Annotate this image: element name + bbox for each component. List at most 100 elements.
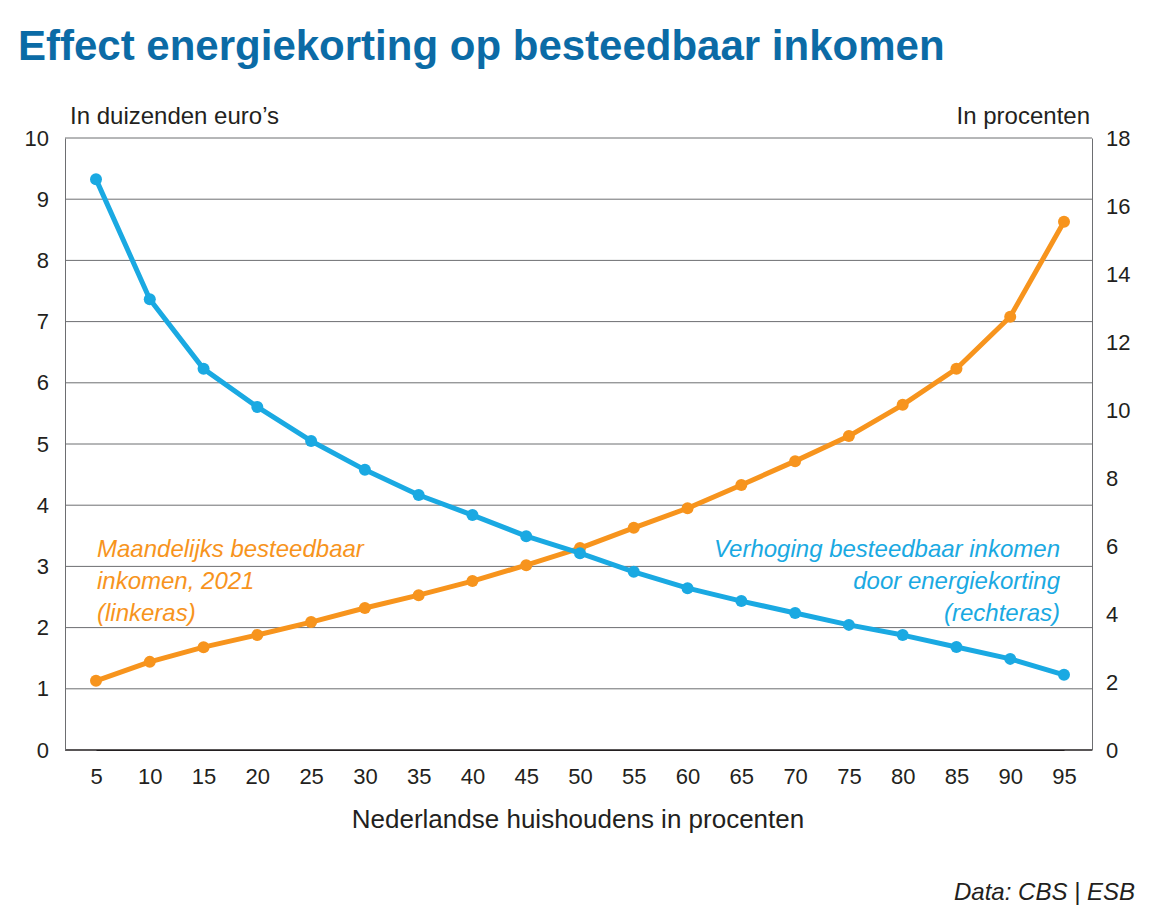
tick-label: 50: [568, 764, 592, 789]
tick: 1: [37, 676, 65, 701]
tick-label: 6: [37, 370, 49, 395]
tick: 80: [891, 750, 915, 789]
data-point: [251, 401, 263, 413]
tick-label: 70: [783, 764, 807, 789]
tick-label: 12: [1106, 330, 1130, 355]
tick-label: 18: [1106, 126, 1130, 151]
grid-line: [65, 321, 1092, 322]
data-point: [305, 435, 317, 447]
grid-line: [65, 688, 1092, 689]
grid-line: [65, 505, 1092, 506]
tick: 14: [1092, 262, 1130, 287]
data-point: [305, 616, 317, 628]
tick-label: 25: [299, 764, 323, 789]
grid-line: [65, 749, 1092, 751]
data-point: [413, 489, 425, 501]
axis-line: [97, 750, 1065, 751]
tick-label: 7: [37, 309, 49, 334]
tick-label: 2: [37, 615, 49, 640]
tick-label: 40: [461, 764, 485, 789]
tick: 3: [37, 554, 65, 579]
data-point: [359, 602, 371, 614]
y-axis-title: In duizenden euro’s: [70, 102, 279, 129]
tick-label: 55: [622, 764, 646, 789]
tick-label: 0: [1106, 738, 1118, 763]
data-point: [413, 589, 425, 601]
tick: 0: [1092, 738, 1118, 763]
tick: 45: [514, 750, 538, 789]
tick: 95: [1052, 750, 1076, 789]
data-point: [90, 173, 102, 185]
tick-label: 10: [138, 764, 162, 789]
data-point: [735, 595, 747, 607]
tick-label: 45: [514, 764, 538, 789]
tick-label: 0: [37, 738, 49, 763]
tick-label: 65: [730, 764, 754, 789]
data-point: [574, 547, 586, 559]
tick-label: 14: [1106, 262, 1130, 287]
tick: 20: [246, 750, 270, 789]
data-point: [789, 455, 801, 467]
tick: 18: [1092, 126, 1130, 151]
data-point: [251, 629, 263, 641]
tick-label: 90: [998, 764, 1022, 789]
series-line: [96, 179, 1064, 675]
tick: 90: [998, 750, 1022, 789]
tick-label: 95: [1052, 764, 1076, 789]
tick: 55: [622, 750, 646, 789]
data-point: [735, 479, 747, 491]
data-point: [359, 464, 371, 476]
data-point: [950, 641, 962, 653]
tick: 10: [1092, 398, 1130, 423]
grid-line: [65, 260, 1092, 261]
tick: 7: [37, 309, 65, 334]
grid-line: [65, 138, 1092, 139]
data-point: [90, 675, 102, 687]
tick-label: 30: [353, 764, 377, 789]
tick-label: 5: [90, 764, 102, 789]
data-point: [520, 559, 532, 571]
data-point: [198, 641, 210, 653]
data-point: [897, 399, 909, 411]
tick: 65: [730, 750, 754, 789]
series-line: [96, 222, 1064, 681]
tick-label: 80: [891, 764, 915, 789]
x-axis: 5 10 15 20 25 30 35 40 45 50 55 60 65 70 75 80 85 90 95: [90, 750, 1076, 789]
tick: 4: [37, 493, 65, 518]
tick: 10: [25, 126, 65, 151]
tick: 50: [568, 750, 592, 789]
tick-label: 8: [37, 248, 49, 273]
data-point: [843, 619, 855, 631]
tick: 0: [37, 738, 65, 763]
tick: 16: [1092, 194, 1130, 219]
tick: 10: [138, 750, 162, 789]
grid-line: [65, 444, 1092, 445]
tick-label: 4: [1106, 602, 1118, 627]
tick: 60: [676, 750, 700, 789]
data-point: [1058, 669, 1070, 681]
tick: 75: [837, 750, 861, 789]
tick: 35: [407, 750, 431, 789]
tick: 85: [945, 750, 969, 789]
tick: 30: [353, 750, 377, 789]
tick: 2: [1092, 670, 1118, 695]
tick-label: 75: [837, 764, 861, 789]
tick: 25: [299, 750, 323, 789]
chart: Effect energiekorting op besteedbaar ink…: [0, 0, 1153, 919]
source: Data: CBS | ESB: [954, 878, 1135, 905]
data-point: [1058, 216, 1070, 228]
tick-label: 4: [37, 493, 49, 518]
tick-label: 20: [246, 764, 270, 789]
data-point: [1004, 311, 1016, 323]
data-point: [897, 629, 909, 641]
tick: 5: [37, 432, 65, 457]
data-point: [682, 582, 694, 594]
tick-label: 10: [25, 126, 49, 151]
tick-label: 60: [676, 764, 700, 789]
tick-label: 9: [37, 187, 49, 212]
data-point: [789, 607, 801, 619]
tick-label: 35: [407, 764, 431, 789]
y2-axis-title: In procenten: [957, 102, 1090, 129]
tick-label: 1: [37, 676, 49, 701]
tick: 15: [192, 750, 216, 789]
